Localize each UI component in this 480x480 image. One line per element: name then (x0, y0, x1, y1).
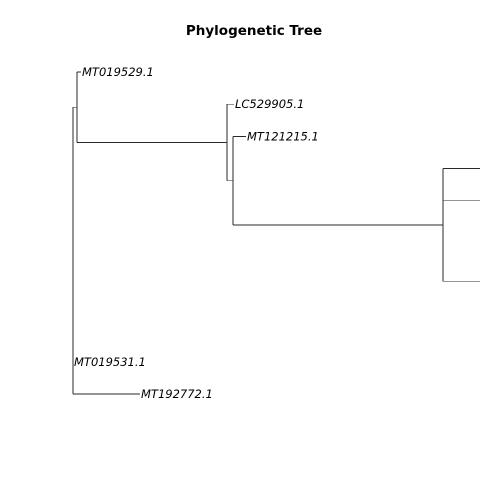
leaf-label: MT192772.1 (141, 387, 213, 401)
leaf-label: MT019531.1 (74, 355, 146, 369)
tree-branches (72, 71, 480, 395)
figure-title: Phylogenetic Tree (186, 23, 322, 39)
leaf-label: LC529905.1 (235, 97, 304, 111)
leaf-label: MT121215.1 (247, 129, 319, 143)
tree-leaf-labels: MT019529.1LC529905.1MT121215.1MT163719.1… (74, 65, 319, 401)
leaf-label: MT019529.1 (82, 65, 154, 79)
